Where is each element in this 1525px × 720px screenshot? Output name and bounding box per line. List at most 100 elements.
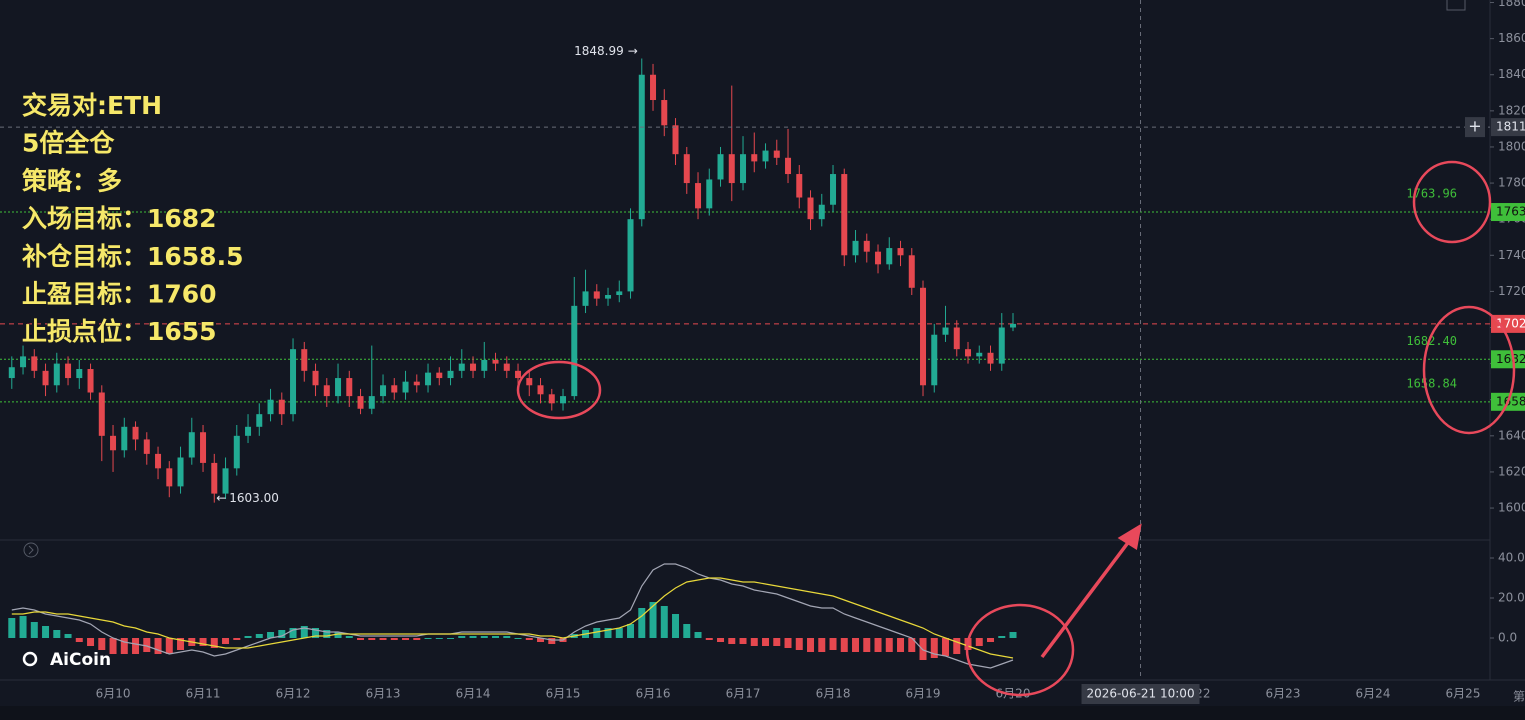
candle-body (481, 360, 488, 371)
macd-bar (42, 626, 50, 638)
macd-bar (469, 636, 477, 638)
macd-bar (255, 634, 263, 638)
x-tick-label: 6月19 (906, 687, 941, 701)
macd-bar (278, 630, 286, 638)
y-tick-label: 40.0 (1498, 551, 1525, 565)
add-button[interactable] (1465, 117, 1485, 138)
candle-body (357, 396, 364, 409)
x-tick-label: 6月11 (186, 687, 221, 701)
candle-body (773, 150, 780, 158)
candle-body (53, 363, 60, 386)
macd-bar (154, 638, 162, 654)
macd-bar (87, 638, 95, 646)
candle-body (503, 363, 510, 371)
circle-annotation (516, 360, 602, 420)
candle-body (616, 291, 623, 296)
macd-bar (728, 638, 736, 644)
collapse-button[interactable] (23, 542, 39, 558)
candle-body (897, 248, 904, 256)
y-tick-label: 20.0 (1498, 591, 1525, 605)
macd-bar (762, 638, 770, 646)
candle-body (177, 457, 184, 487)
candle-body (537, 385, 544, 395)
dif-line (11, 563, 1014, 669)
macd-bar (537, 638, 545, 642)
macd-bar (19, 616, 27, 638)
macd-bar (357, 638, 365, 640)
macd-bar (885, 638, 893, 652)
candle-body (953, 327, 960, 350)
macd-bar (300, 626, 308, 638)
macd-bar (143, 638, 151, 652)
candle-body (380, 385, 387, 397)
candle-body (762, 150, 769, 162)
candle-body (256, 414, 263, 427)
macd-bar (773, 638, 781, 646)
price-box-label: 1658.84 (1496, 394, 1525, 408)
candle-body (42, 370, 49, 386)
price-box-label: 1763.96 (1496, 205, 1525, 219)
macd-bar (638, 608, 646, 638)
candle-body (830, 174, 837, 205)
candle-body (312, 370, 319, 386)
macd-bar (165, 638, 173, 654)
candle-body (886, 248, 893, 265)
x-tick-label: 6月18 (816, 687, 851, 701)
price-line-label: 1763.96 (1406, 187, 1457, 201)
candle-body (200, 432, 207, 463)
low-label: 1603.00 (229, 491, 279, 505)
macd-bar (480, 636, 488, 638)
add-icon: + (1468, 117, 1481, 136)
macd-bar (660, 606, 668, 638)
candle-body (740, 154, 747, 184)
overlay-text: 交易对:ETH (22, 91, 162, 120)
candle-body (627, 219, 634, 292)
candle-body (976, 352, 983, 357)
candle-body (785, 157, 792, 175)
macd-bar (930, 638, 938, 658)
overlay-text: 补仓目标：1658.5 (22, 242, 243, 271)
macd-bar (649, 602, 657, 638)
candle-body (402, 381, 409, 393)
price-box (1491, 203, 1525, 222)
macd-bar (368, 638, 376, 640)
overlay-text: 止损点位：1655 (22, 317, 217, 346)
macd-bar (334, 632, 342, 638)
candle-body (98, 392, 105, 436)
price-line-label: 1658.84 (1406, 376, 1457, 390)
macd-bar (233, 638, 241, 640)
macd-bar (413, 638, 421, 640)
macd-bar (829, 638, 837, 650)
candle-body (335, 378, 342, 397)
candle-body (818, 204, 825, 220)
macd-bar (694, 632, 702, 638)
macd-bar (402, 638, 410, 640)
candle-body (683, 154, 690, 184)
macd-bar (267, 632, 275, 638)
macd-bar (807, 638, 815, 652)
x-tick-label: 6月17 (726, 687, 761, 701)
macd-bar (739, 638, 747, 644)
x-tick-label: 6月25 (1446, 687, 1481, 701)
candle-body (121, 426, 128, 451)
x-tick-label: 6月24 (1356, 687, 1391, 701)
candle-body (920, 287, 927, 386)
y-tick-label: 1880 (1498, 0, 1525, 9)
candle-body (695, 183, 702, 209)
macd-bar (289, 628, 297, 638)
macd-bar (705, 638, 713, 640)
macd-bar (548, 638, 556, 644)
candle-body (751, 154, 758, 162)
macd-bar (784, 638, 792, 648)
candle-body (143, 439, 150, 454)
y-tick-label: 1820 (1498, 103, 1525, 117)
candle-body (31, 356, 38, 371)
y-tick-label: 1720 (1498, 284, 1525, 298)
candle-body (346, 378, 353, 397)
candle-body (233, 435, 240, 469)
toolbar-icon[interactable] (1446, 0, 1466, 11)
x-tick-label: 6月16 (636, 687, 671, 701)
candle-body (447, 370, 454, 379)
macd-bar (604, 628, 612, 638)
collapse-icon (28, 545, 34, 555)
